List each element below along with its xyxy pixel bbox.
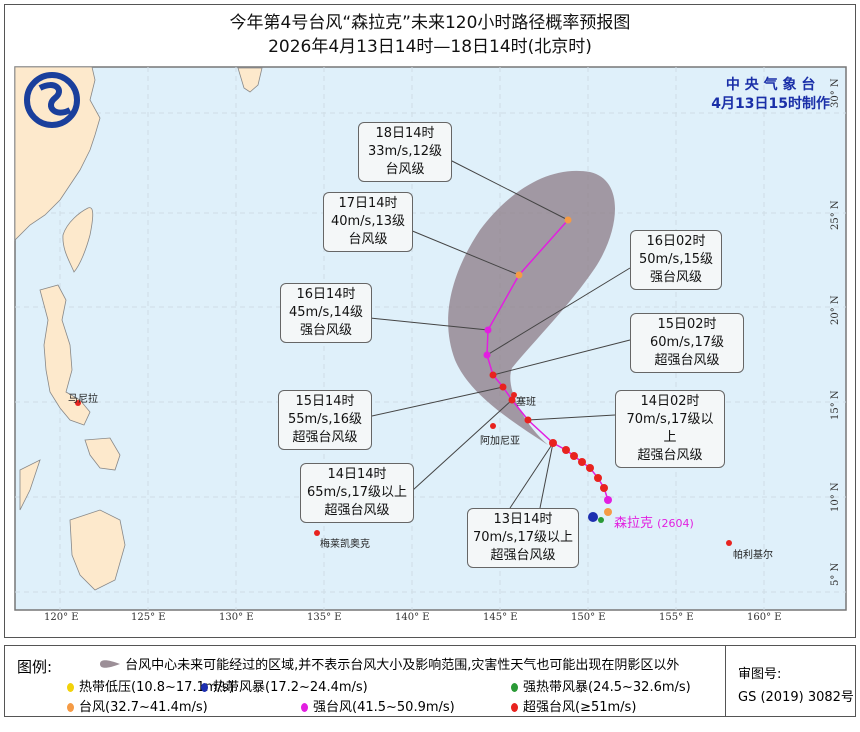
place-label: 塞班 [516,397,536,408]
mindanao [69,509,126,591]
td-icon [67,683,74,692]
logo [24,72,80,128]
lon-tick: 160° E [747,612,782,623]
lon-tick: 140° E [395,612,430,623]
legend-item-ty: 台风(32.7~41.4m/s) [67,696,208,715]
lat-tick: 25° N [830,200,841,230]
callout-leaders [362,159,631,509]
title-line2: 2026年4月13日14时—18日14时(北京时) [268,37,592,57]
legend-item-super-ty: 超强台风(≥51m/s) [511,696,636,715]
legend-title: 图例: [17,658,53,676]
lat-tick: 30° N [830,78,841,108]
callout-15d14h: 15日14时 55m/s,16级 超强台风级 [278,390,372,450]
place-label: 阿加尼亚 [480,436,520,447]
track-points [483,216,612,523]
callout-16d14h: 16日14时 45m/s,14级 强台风级 [280,283,372,343]
luzon [39,284,91,426]
lat-tick: 20° N [830,295,841,325]
taiwan [62,207,94,273]
callout-14d14h: 14日14时 65m/s,17级以上 超强台风级 [300,463,414,523]
legend-item-sty: 强台风(41.5~50.9m/s) [301,696,455,715]
legend: 图例: 台风中心未来可能经过的区域,并不表示台风大小及影响范围,灾害性天气也可能… [4,645,856,717]
lon-tick: 125° E [131,612,166,623]
typhoon-name-label: 森拉克 (2604) [614,516,694,531]
callout-13d14h: 13日14时 70m/s,17级以上 超强台风级 [467,508,579,568]
legend-item-td: 热带低压(10.8~17.1m/s) [67,676,234,695]
legend-item-sts: 强热带风暴(24.5~32.6m/s) [511,676,691,695]
track-line [486,219,609,501]
review-number: 审图号: GS (2019) 3082号 [725,646,856,716]
lon-tick: 130° E [219,612,254,623]
kyushu [237,67,263,93]
ts-icon [201,683,208,692]
lon-tick: 155° E [659,612,694,623]
callout-17d14h: 17日14时 40m/s,13级 台风级 [323,192,413,252]
ty-icon [67,703,74,712]
lat-tick: 5° N [830,562,841,586]
visayas [84,437,121,471]
sts-icon [511,683,518,692]
sty-icon [301,703,308,712]
callout-18d14h: 18日14时 33m/s,12级 台风级 [358,122,452,182]
lon-tick: 135° E [307,612,342,623]
title-line1: 今年第4号台风“森拉克”未来120小时路径概率预报图 [229,13,631,33]
place-label: 马尼拉 [68,394,98,405]
issue-time: 4月13日15时制作 [711,96,830,112]
land [14,66,263,591]
place-label: 梅莱凯奥克 [320,539,370,550]
callout-15d02h: 15日02时 60m/s,17级 超强台风级 [630,313,744,373]
city-dots [75,392,732,546]
lat-tick: 15° N [830,390,841,420]
legend-item-ts: 热带风暴(17.2~24.4m/s) [201,676,368,695]
lon-tick: 150° E [571,612,606,623]
palawan [19,459,41,511]
callout-14d02h: 14日02时 70m/s,17级以上 超强台风级 [615,390,725,468]
mainland-china [14,66,101,241]
cone-icon [100,660,120,668]
agency-block: 中 央 气 象 台 4月13日15时制作 [711,76,830,114]
super-ty-icon [511,703,518,712]
lon-tick: 145° E [483,612,518,623]
lon-tick: 120° E [44,612,79,623]
legend-cone: 台风中心未来可能经过的区域,并不表示台风大小及影响范围,灾害性天气也可能出现在阴… [99,654,679,673]
place-label: 帕利基尔 [733,550,773,561]
map-frame [4,4,856,638]
lat-tick: 10° N [830,482,841,512]
callout-16d02h: 16日02时 50m/s,15级 强台风级 [630,230,722,290]
agency-name: 中 央 气 象 台 [725,77,816,93]
